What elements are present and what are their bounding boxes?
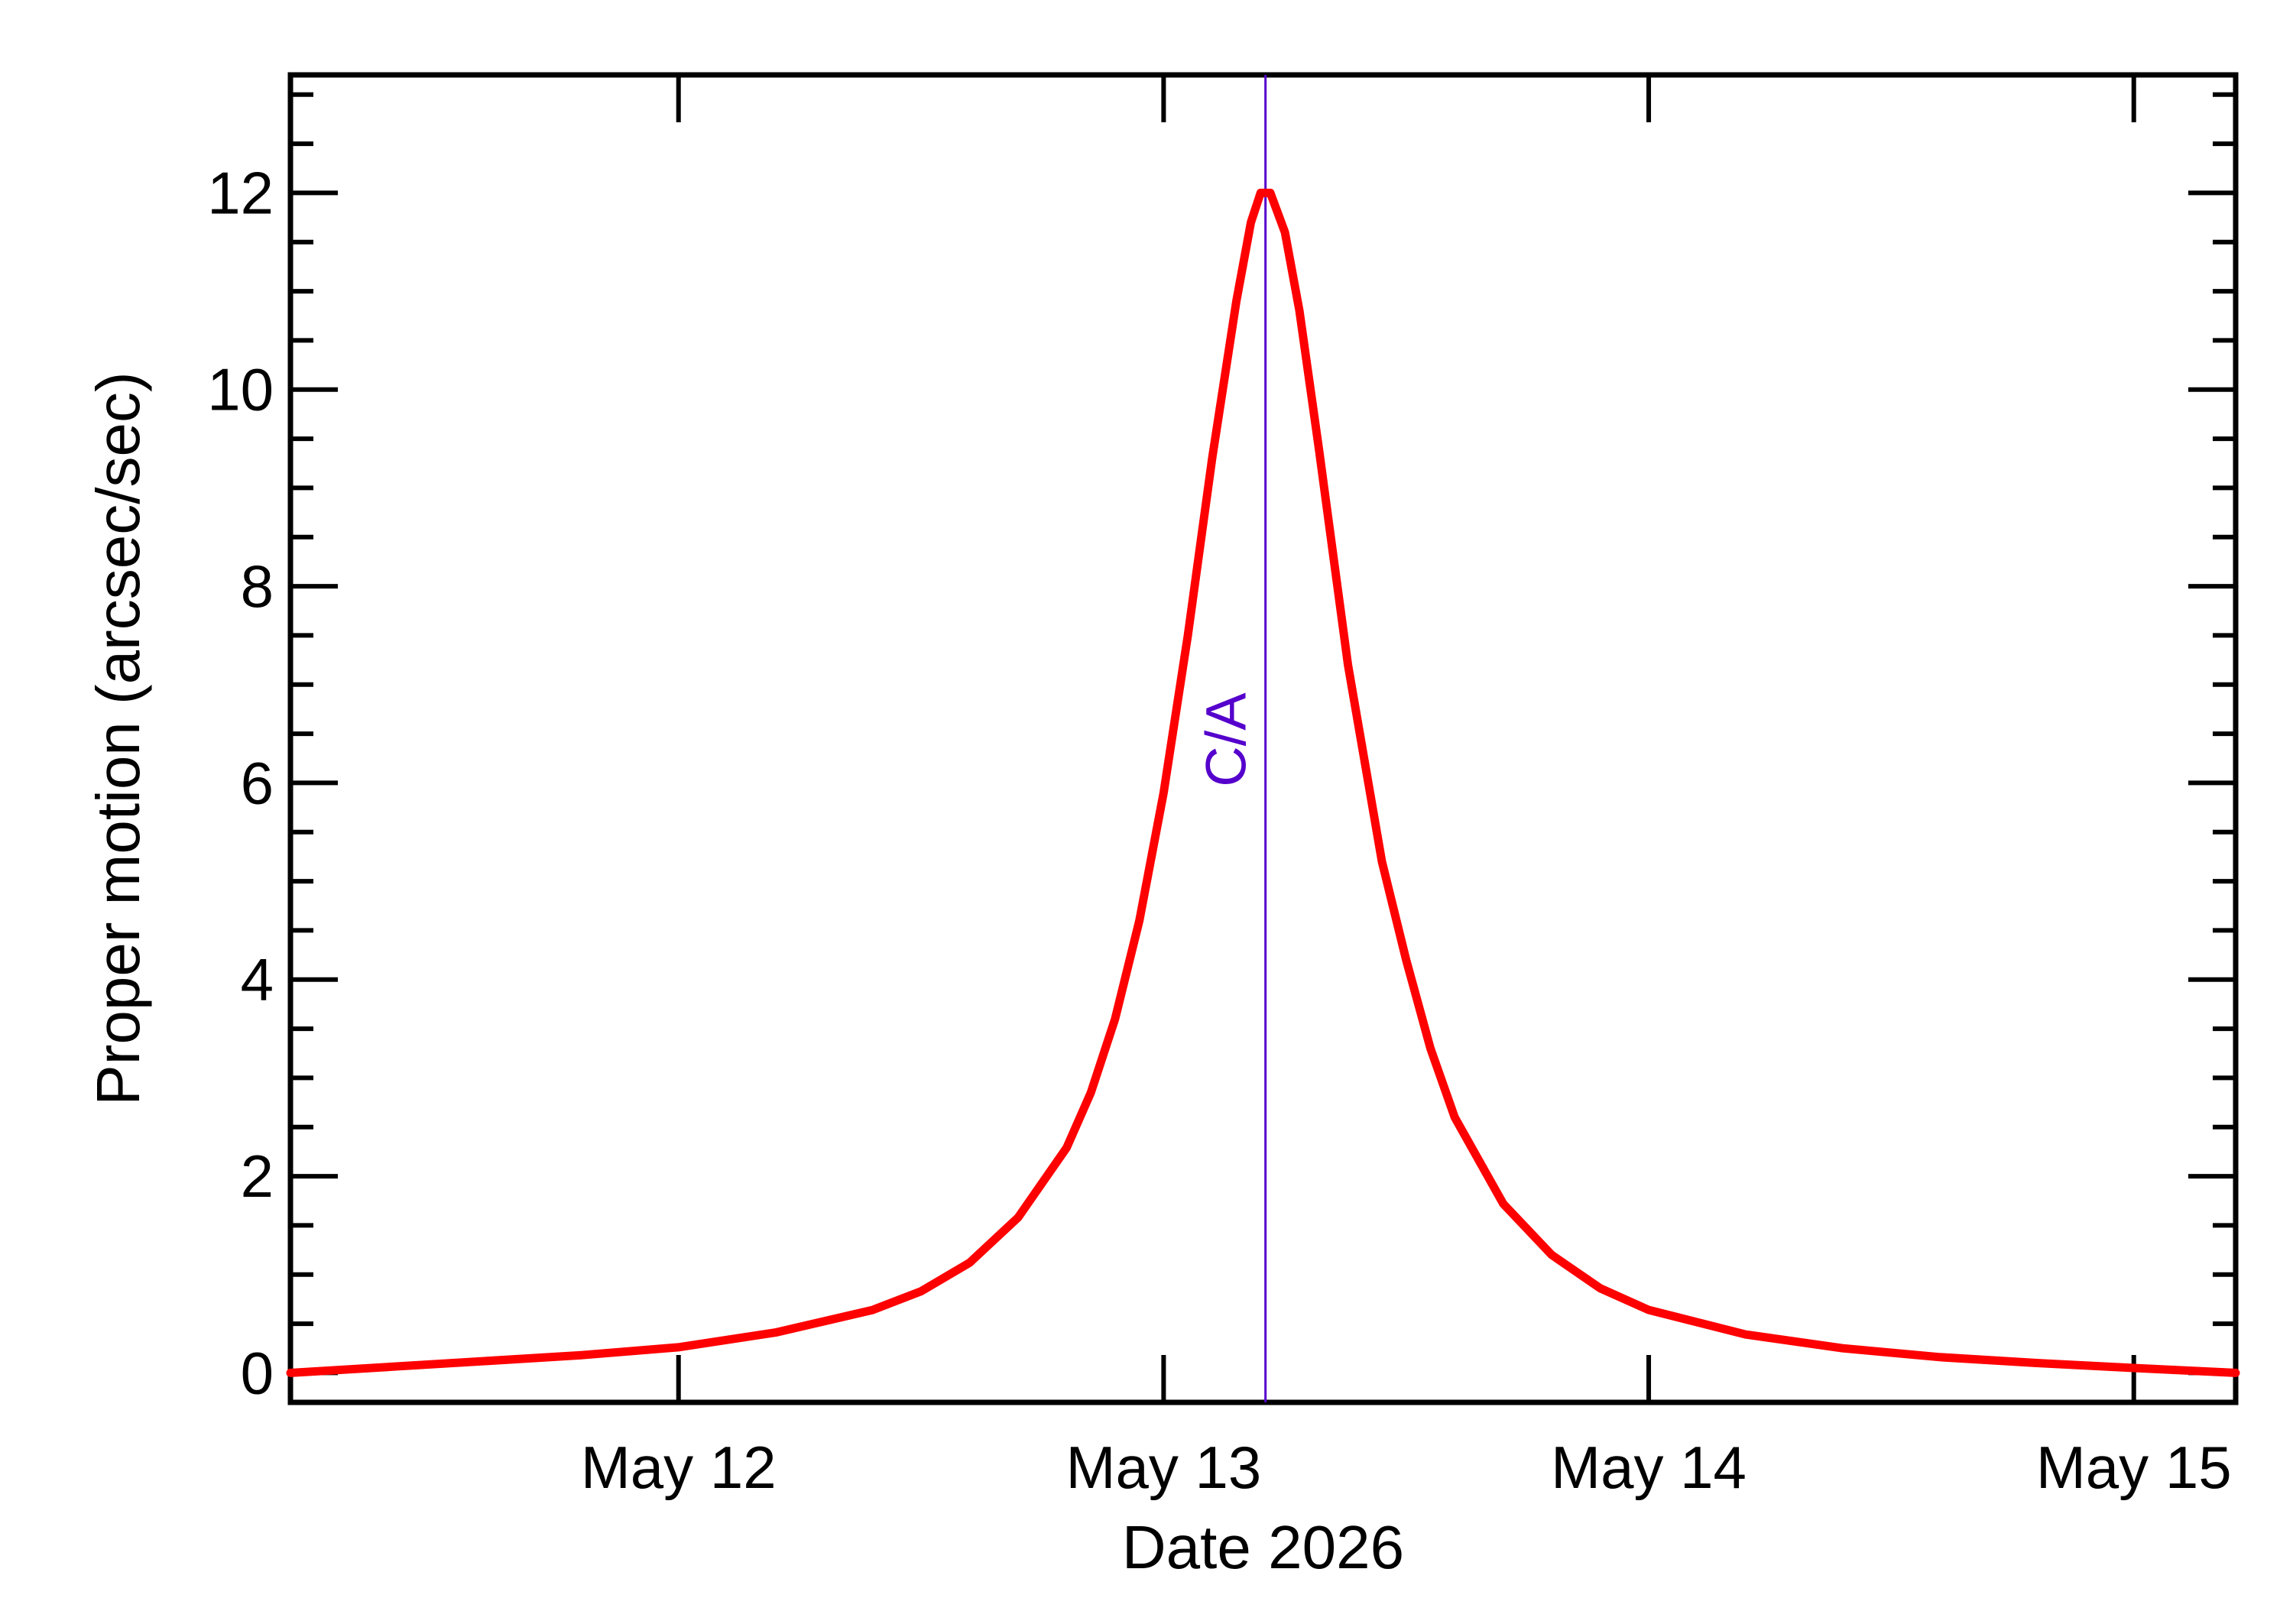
y-tick-label: 0 bbox=[241, 1339, 274, 1406]
y-tick-label: 2 bbox=[241, 1143, 274, 1210]
y-axis-ticks: 0 2 4 6 8 10 12 bbox=[207, 92, 2236, 1406]
series-layer bbox=[286, 188, 2240, 1377]
plot-frame bbox=[287, 72, 2239, 1405]
plot-frame-rect bbox=[287, 72, 2239, 1405]
series-line bbox=[286, 188, 2240, 1377]
x-tick-label: May 12 bbox=[581, 1434, 777, 1501]
x-tick-label: May 13 bbox=[1065, 1434, 1261, 1501]
closest-approach-label: C/A bbox=[1195, 692, 1258, 787]
y-tick-label: 12 bbox=[207, 159, 274, 226]
y-axis-title: Proper motion (arcsec/sec) bbox=[84, 371, 152, 1105]
annotations: C/A bbox=[1195, 75, 1267, 1402]
y-tick-label: 6 bbox=[241, 749, 274, 816]
x-axis-title: Date 2026 bbox=[1122, 1513, 1404, 1581]
y-tick-label: 8 bbox=[241, 553, 274, 620]
y-tick-label: 10 bbox=[207, 356, 274, 423]
x-tick-label: May 14 bbox=[1551, 1434, 1747, 1501]
y-tick-label: 4 bbox=[241, 946, 274, 1013]
x-axis-ticks: May 12 May 13 May 14 May 15 bbox=[581, 75, 2232, 1501]
x-tick-label: May 15 bbox=[2036, 1434, 2232, 1501]
